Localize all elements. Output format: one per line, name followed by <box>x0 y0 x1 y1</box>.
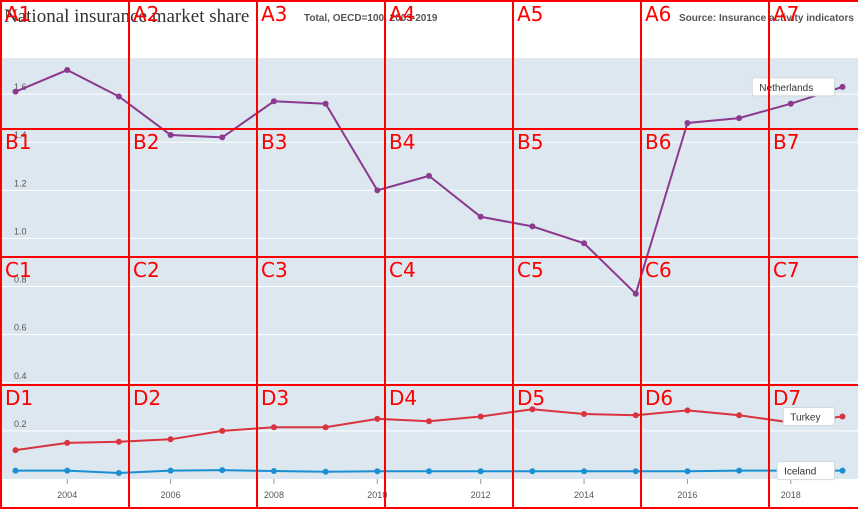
data-point-iceland <box>426 468 432 475</box>
data-point-turkey <box>581 411 588 418</box>
series-label-iceland: Iceland <box>784 467 816 478</box>
x-tick-label: 2018 <box>781 490 801 500</box>
y-tick-label: 1.0 <box>14 226 27 236</box>
data-point-netherlands <box>529 223 536 230</box>
y-tick-label: 0.8 <box>14 275 27 285</box>
chart-subtitle: Total, OECD=100, 2003-2019 <box>304 13 438 24</box>
data-point-netherlands <box>219 134 226 141</box>
data-point-iceland <box>529 468 536 475</box>
line-chart: 0.2 0.4 0.6 0.8 1.0 1.2 1.4 1.6 2004 2006 2008 2010… <box>0 58 858 500</box>
y-tick-label: 0.6 <box>14 323 27 333</box>
data-point-netherlands <box>684 119 691 126</box>
data-point-iceland <box>374 468 381 475</box>
data-point-netherlands <box>581 240 588 247</box>
data-point-iceland <box>477 468 484 475</box>
x-tick-label: 2016 <box>677 490 697 500</box>
data-point-turkey <box>115 438 122 445</box>
data-point-turkey <box>270 424 277 431</box>
x-tick-label: 2008 <box>264 490 284 500</box>
data-point-netherlands <box>632 290 639 297</box>
data-point-turkey <box>632 412 639 419</box>
data-point-iceland <box>64 467 71 474</box>
data-point-turkey <box>374 415 381 422</box>
series-label-box-turkey <box>782 406 835 426</box>
data-point-iceland <box>12 467 19 474</box>
data-point-turkey <box>219 427 226 434</box>
data-point-turkey <box>477 413 484 420</box>
data-point-iceland <box>219 467 226 474</box>
data-point-netherlands <box>374 187 381 194</box>
y-tick-label: 1.2 <box>14 178 27 188</box>
data-point-turkey <box>529 406 536 413</box>
series-label-box-iceland <box>776 461 835 481</box>
plot-area <box>0 58 858 479</box>
data-point-netherlands <box>477 213 484 220</box>
data-point-netherlands <box>426 172 432 179</box>
y-tick-label: 0.4 <box>14 371 27 381</box>
x-tick-label: 2012 <box>471 490 491 500</box>
series-label-turkey: Turkey <box>790 412 820 423</box>
data-point-iceland <box>684 468 691 475</box>
data-point-iceland <box>632 468 639 475</box>
data-point-iceland <box>839 467 846 474</box>
y-tick-label: 0.2 <box>14 419 27 429</box>
data-point-netherlands <box>64 67 71 74</box>
y-tick-label: 1.6 <box>14 82 27 92</box>
data-point-iceland <box>322 468 329 475</box>
data-point-iceland <box>736 467 743 474</box>
data-point-netherlands <box>322 100 329 107</box>
series-label-netherlands: Netherlands <box>759 83 813 94</box>
data-point-turkey <box>839 413 846 420</box>
data-point-turkey <box>322 424 329 431</box>
data-point-iceland <box>581 468 588 475</box>
data-point-netherlands <box>787 100 794 107</box>
source-link[interactable]: Source: Insurance activity indicators <box>678 13 854 24</box>
data-point-netherlands <box>270 98 277 105</box>
series-label-box-netherlands <box>751 77 835 97</box>
data-point-turkey <box>426 418 432 425</box>
x-tick-label: 2010 <box>367 490 387 500</box>
data-point-turkey <box>684 407 691 414</box>
chart-header: National insurance market share Total, O… <box>0 0 858 59</box>
data-point-netherlands <box>736 115 743 122</box>
chart-title: National insurance market share <box>4 6 250 27</box>
x-tick-label: 2004 <box>57 490 77 500</box>
data-point-turkey <box>167 436 174 443</box>
data-point-iceland <box>115 469 122 476</box>
data-point-iceland <box>270 468 277 475</box>
data-point-netherlands <box>167 131 174 138</box>
data-point-turkey <box>64 439 71 446</box>
data-point-turkey <box>12 447 19 454</box>
data-point-netherlands <box>839 83 846 90</box>
x-tick-label: 2014 <box>574 490 594 500</box>
data-point-netherlands <box>115 93 122 100</box>
data-point-netherlands <box>12 88 19 95</box>
data-point-iceland <box>167 467 174 474</box>
x-tick-label: 2006 <box>161 490 181 500</box>
data-point-turkey <box>736 412 743 419</box>
y-tick-label: 1.4 <box>14 130 27 140</box>
